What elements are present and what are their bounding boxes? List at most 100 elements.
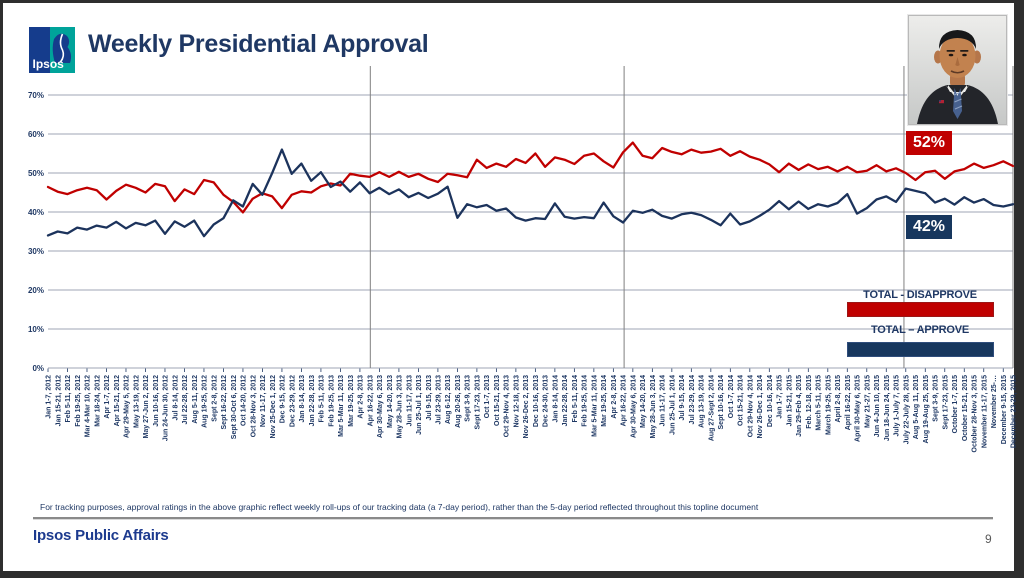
- flag-pin-union: [939, 100, 941, 102]
- x-tick-label: Aug 19-25, 2012: [202, 375, 209, 428]
- x-tick-label: Jul 8-14, 2012: [172, 375, 179, 421]
- x-tick-label: Jul 9-15, 2014: [679, 375, 686, 421]
- x-tick-label: Jul 22-28, 2012: [182, 375, 189, 425]
- page-title: Weekly Presidential Approval: [88, 30, 429, 58]
- x-tick-label: March 5-11, 2015: [816, 375, 823, 431]
- x-tick-label: Apr 15-21, 2012: [114, 375, 121, 426]
- x-tick-label: Aug 13-19, 2014: [699, 375, 706, 428]
- legend-label-approve: TOTAL – APPROVE: [870, 324, 970, 336]
- x-tick-label: Jun 4-Jun 10, 2015: [874, 375, 881, 437]
- x-tick-label: May 14-20, 2013: [387, 375, 394, 428]
- x-tick-label: Sept 16-22, 2012: [221, 375, 228, 430]
- portrait-shirt: [946, 85, 969, 99]
- x-tick-label: Jun 25-Jul 1, 2014: [669, 375, 676, 435]
- x-tick-label: Aug 5-Aug 11, 2015: [913, 375, 920, 439]
- x-tick-label: Feb 19-25, 2013: [328, 375, 335, 427]
- x-tick-label: Jan 22-28, 2014: [562, 375, 569, 426]
- obama-portrait-photo: [908, 15, 1007, 125]
- x-tick-label: Sept 2-8, 2012: [211, 375, 218, 422]
- x-tick-label: Sept 17-23, 2013: [474, 375, 481, 430]
- x-tick-label: Feb 5-11, 2012: [65, 375, 72, 423]
- x-tick-label: Dec 10-16, 2013: [533, 375, 540, 427]
- x-tick-label: Apr 16-22, 2013: [367, 375, 374, 426]
- x-tick-label: Jun 24-Jun 30, 2012: [163, 375, 170, 441]
- x-tick-label: Oct 15-21, 2013: [494, 375, 501, 426]
- portrait-mouth: [950, 70, 965, 74]
- x-tick-label: July 22-July 28, 2015: [903, 375, 910, 444]
- x-tick-label: Apr 2-8, 2014: [611, 375, 618, 419]
- x-tick-label: Mar 18-24, 2012: [94, 375, 101, 427]
- x-tick-label: Oct 1-7, 2014: [728, 375, 735, 418]
- x-tick-label: Feb 5-11, 2014: [572, 375, 579, 423]
- legend-swatch-disapprove: [846, 302, 994, 317]
- x-tick-label: Aug 6-12, 2013: [445, 375, 452, 424]
- x-tick-label: April 30-May 6, 2015: [855, 375, 862, 442]
- y-tick-label: 10%: [28, 325, 44, 334]
- x-tick-label: November 25-…: [991, 375, 998, 428]
- x-tick-label: Feb 5-11, 2013: [319, 375, 326, 423]
- footer-brand: Ipsos Public Affairs: [33, 527, 169, 544]
- x-tick-label: May 13-19, 2012: [133, 375, 140, 428]
- x-tick-label: Aug 19-Aug 25, 2015: [923, 375, 930, 444]
- x-tick-label: Oct 28-Nov 3, 2012: [250, 375, 257, 437]
- x-tick-label: Sept 3-9, 2015: [933, 375, 940, 422]
- x-tick-label: Oct 29-Nov 4, 2013: [504, 375, 511, 437]
- x-tick-label: Nov 12-18, 2013: [513, 375, 520, 428]
- disapprove-series-line: [46, 141, 1015, 214]
- portrait-tie-stripe: [953, 91, 963, 110]
- x-tick-label: Nov 11-17, 2012: [260, 375, 267, 427]
- x-tick-label: October 28-Nov 3, 2015: [972, 375, 979, 453]
- logo-white-accent: [59, 33, 65, 63]
- page-number: 9: [985, 532, 992, 546]
- chart-legend: TOTAL - DISAPPROVE TOTAL – APPROVE: [845, 289, 995, 357]
- x-tick-label: May 14-20, 2014: [640, 375, 647, 428]
- x-tick-label: Jan 15-21, 2015: [786, 375, 793, 426]
- y-tick-label: 40%: [28, 208, 44, 217]
- x-tick-label: Jun 11-17, 2014: [660, 375, 667, 426]
- x-tick-label: Jun 25-Jul 1, 2013: [416, 375, 423, 435]
- x-tick-label: Mar 5-Mar 11, 2013: [338, 375, 345, 437]
- x-tick-label: Nov 25-Dec 1, 2012: [270, 375, 277, 439]
- x-tick-label: May 21-27, 2015: [864, 375, 871, 428]
- x-tick-label: Jan 1-7, 2015: [777, 375, 784, 419]
- x-tick-label: Jan 29-Feb 4, 2015: [796, 375, 803, 437]
- y-tick-label: 60%: [28, 130, 44, 139]
- x-tick-label: October 15-21, 2015: [962, 375, 969, 441]
- x-tick-label: Jan 8-14, 2013: [299, 375, 306, 423]
- x-tick-label: Aug 20-26, 2013: [455, 375, 462, 428]
- portrait-nose: [955, 57, 960, 66]
- x-tick-label: Apr 29-May 5, 2012: [124, 375, 131, 438]
- x-tick-label: Jul 23-29, 2014: [689, 375, 696, 425]
- x-tick-label: Dec 24-30, 2013: [543, 375, 550, 427]
- x-tick-label: Sept 3-9, 2013: [465, 375, 472, 422]
- x-tick-label: Oct 15-21, 2014: [738, 375, 745, 426]
- x-tick-label: April 2-8, 2015: [835, 375, 842, 423]
- x-tick-label: December 23-29, 2015: [1011, 375, 1018, 448]
- x-tick-label: Jan 15-21, 2012: [55, 375, 62, 426]
- portrait-face: [939, 34, 976, 78]
- x-tick-label: Sept 17-23, 2015: [942, 375, 949, 430]
- portrait-eye-right: [962, 53, 967, 57]
- x-tick-label: Jun 18-Jun 24, 2015: [884, 375, 891, 441]
- x-tick-label: Mar 19-25, 2014: [601, 375, 608, 427]
- x-tick-label: Mar 4-Mar 10, 2012: [85, 375, 92, 437]
- x-tick-label: Apr 1-7, 2012: [104, 375, 111, 419]
- approve-value-badge: 42%: [906, 215, 953, 239]
- tracking-footnote: For tracking purposes, approval ratings …: [40, 502, 759, 512]
- portrait-tie: [953, 88, 962, 119]
- x-tick-label: Oct 29-Nov 4, 2014: [747, 375, 754, 437]
- y-tick-label: 30%: [28, 247, 44, 256]
- x-tick-label: Jul 9-15, 2013: [426, 375, 433, 421]
- x-tick-label: Jan 1-7, 2012: [46, 375, 53, 419]
- logo-wordmark: Ipsos: [33, 57, 65, 71]
- x-tick-label: Jul 23-29, 2013: [435, 375, 442, 425]
- flag-pin: [939, 100, 944, 104]
- ipsos-logo: Ipsos: [29, 27, 75, 73]
- x-tick-label: Jan 22-28, 2013: [309, 375, 316, 426]
- y-tick-label: 50%: [28, 169, 44, 178]
- x-tick-label: Dec 23-29, 2012: [289, 375, 296, 427]
- x-tick-label: Apr 30-May 6, 2014: [630, 375, 637, 438]
- x-tick-label: Jun 11-17, 2013: [406, 375, 413, 426]
- x-tick-label: Apr 16-22, 2014: [621, 375, 628, 426]
